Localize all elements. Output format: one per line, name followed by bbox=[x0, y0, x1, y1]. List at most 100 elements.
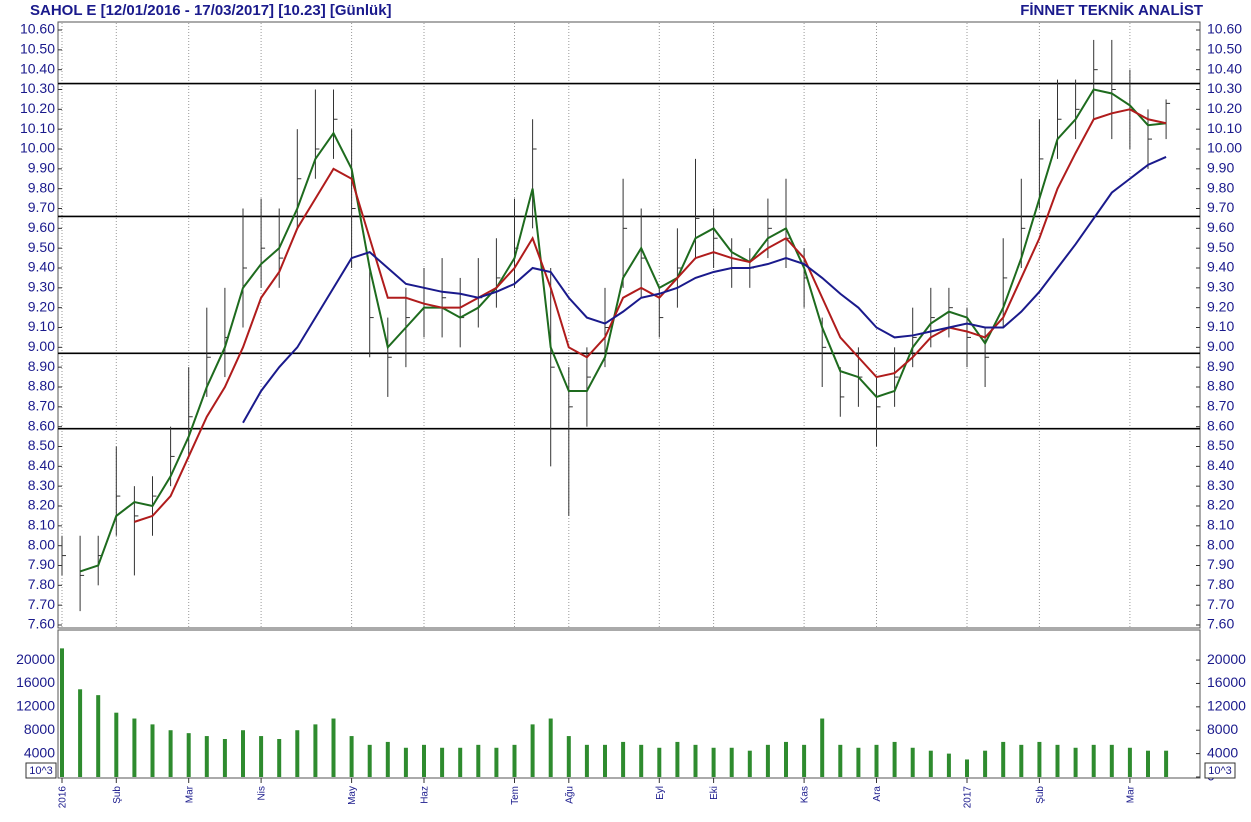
volume-bar bbox=[349, 736, 354, 777]
volume-bar bbox=[566, 736, 571, 777]
x-tick-label: Haz bbox=[420, 786, 431, 804]
volume-unit: 10^3 bbox=[1208, 765, 1232, 777]
y-tick-label: 16000 bbox=[16, 674, 55, 690]
y-tick-label: 8.70 bbox=[28, 398, 55, 414]
y-tick-label: 9.80 bbox=[28, 179, 55, 195]
y-tick-label: 10.30 bbox=[1207, 80, 1242, 96]
volume-bar bbox=[983, 750, 988, 777]
x-tick-label: Tem bbox=[510, 786, 521, 805]
x-tick-label: Eyl bbox=[655, 786, 666, 800]
moving-average bbox=[79, 88, 1167, 573]
volume-bar bbox=[928, 750, 933, 777]
volume-bar bbox=[494, 747, 499, 777]
volume-bar bbox=[295, 730, 300, 777]
volume-bar bbox=[168, 730, 173, 777]
volume-bar bbox=[1127, 747, 1132, 777]
y-tick-label: 8.90 bbox=[28, 358, 55, 374]
y-tick-label: 8.50 bbox=[1207, 437, 1234, 453]
volume-bar bbox=[965, 759, 969, 777]
y-tick-label: 8.90 bbox=[1207, 358, 1234, 374]
y-tick-label: 7.80 bbox=[28, 576, 55, 592]
y-tick-label: 8.70 bbox=[1207, 398, 1234, 414]
volume-bar bbox=[1164, 750, 1169, 777]
volume-bar bbox=[784, 741, 788, 777]
volume-bar bbox=[874, 744, 879, 777]
x-tick-label: Ağu bbox=[564, 786, 575, 804]
x-tick-label: Mar bbox=[184, 785, 195, 803]
volume-bar bbox=[403, 747, 408, 777]
y-tick-label: 9.50 bbox=[1207, 239, 1234, 255]
volume-bar bbox=[1019, 744, 1024, 777]
volume-bar bbox=[693, 744, 698, 777]
volume-bar bbox=[476, 744, 481, 777]
y-tick-label: 9.60 bbox=[28, 219, 55, 235]
unit-box bbox=[1204, 762, 1236, 779]
volume-panel bbox=[57, 629, 1201, 779]
y-tick-label: 10.60 bbox=[1207, 21, 1242, 37]
y-tick-label: 8.80 bbox=[1207, 378, 1234, 394]
y-tick-label: 10.20 bbox=[1207, 100, 1242, 116]
y-tick-label: 7.90 bbox=[1207, 556, 1234, 572]
volume-bar bbox=[584, 744, 589, 777]
x-tick-label: Eki bbox=[709, 786, 720, 800]
y-tick-label: 9.40 bbox=[28, 259, 55, 275]
y-tick-label: 8.10 bbox=[1207, 517, 1234, 533]
y-tick-label: 10.60 bbox=[20, 21, 55, 37]
y-tick-label: 12000 bbox=[16, 698, 55, 714]
y-tick-label: 9.20 bbox=[1207, 298, 1234, 314]
y-tick-label: 10.00 bbox=[1207, 140, 1242, 156]
y-tick-label: 7.60 bbox=[1207, 616, 1234, 632]
y-tick-label: 7.60 bbox=[28, 616, 55, 632]
volume-bar bbox=[729, 747, 734, 777]
y-tick-label: 8.40 bbox=[28, 457, 55, 473]
y-tick-label: 8.00 bbox=[1207, 536, 1234, 552]
volume-bar bbox=[1001, 741, 1006, 777]
volume-bar bbox=[186, 733, 191, 777]
volume-bar bbox=[385, 741, 390, 777]
volume-bar bbox=[1073, 747, 1078, 777]
volume-bar bbox=[60, 648, 64, 777]
volume-bar bbox=[820, 718, 825, 777]
volume-bar bbox=[150, 724, 155, 777]
y-tick-label: 8.30 bbox=[28, 477, 55, 493]
x-tick-label: May bbox=[347, 786, 358, 805]
y-tick-label: 9.80 bbox=[1207, 179, 1234, 195]
volume-bar bbox=[222, 738, 227, 777]
volume-bar bbox=[639, 744, 644, 777]
x-tick-label: Nis bbox=[257, 786, 268, 800]
price-panel bbox=[57, 21, 1201, 629]
volume-bar bbox=[277, 738, 282, 777]
y-tick-label: 9.90 bbox=[1207, 160, 1234, 176]
unit-box bbox=[25, 762, 57, 779]
y-tick-label: 10.40 bbox=[20, 60, 55, 76]
volume-bar bbox=[1091, 744, 1096, 777]
moving-average bbox=[242, 156, 1167, 424]
y-tick-label: 8.00 bbox=[28, 536, 55, 552]
y-tick-label: 8.10 bbox=[28, 517, 55, 533]
volume-bar bbox=[204, 736, 209, 777]
volume-bar bbox=[675, 741, 680, 777]
volume-bar bbox=[1109, 744, 1114, 777]
volume-bar bbox=[802, 744, 807, 777]
y-tick-label: 10.20 bbox=[20, 100, 55, 116]
volume-bar bbox=[747, 750, 752, 777]
volume-bar bbox=[910, 747, 915, 777]
volume-bar bbox=[440, 747, 445, 777]
y-tick-label: 8.20 bbox=[1207, 497, 1234, 513]
y-tick-label: 8.60 bbox=[28, 417, 55, 433]
y-tick-label: 8.30 bbox=[1207, 477, 1234, 493]
volume-bar bbox=[78, 689, 83, 777]
volume-bar bbox=[530, 724, 535, 777]
volume-bar bbox=[838, 744, 843, 777]
y-tick-label: 9.00 bbox=[28, 338, 55, 354]
y-tick-label: 9.10 bbox=[1207, 318, 1234, 334]
y-tick-label: 10.50 bbox=[1207, 41, 1242, 57]
volume-bar bbox=[331, 718, 336, 777]
y-tick-label: 10.00 bbox=[20, 140, 55, 156]
y-tick-label: 7.70 bbox=[28, 596, 55, 612]
volume-bar bbox=[96, 695, 101, 777]
y-tick-label: 10.10 bbox=[20, 120, 55, 136]
volume-bar bbox=[765, 744, 770, 777]
volume-bar bbox=[548, 718, 553, 777]
